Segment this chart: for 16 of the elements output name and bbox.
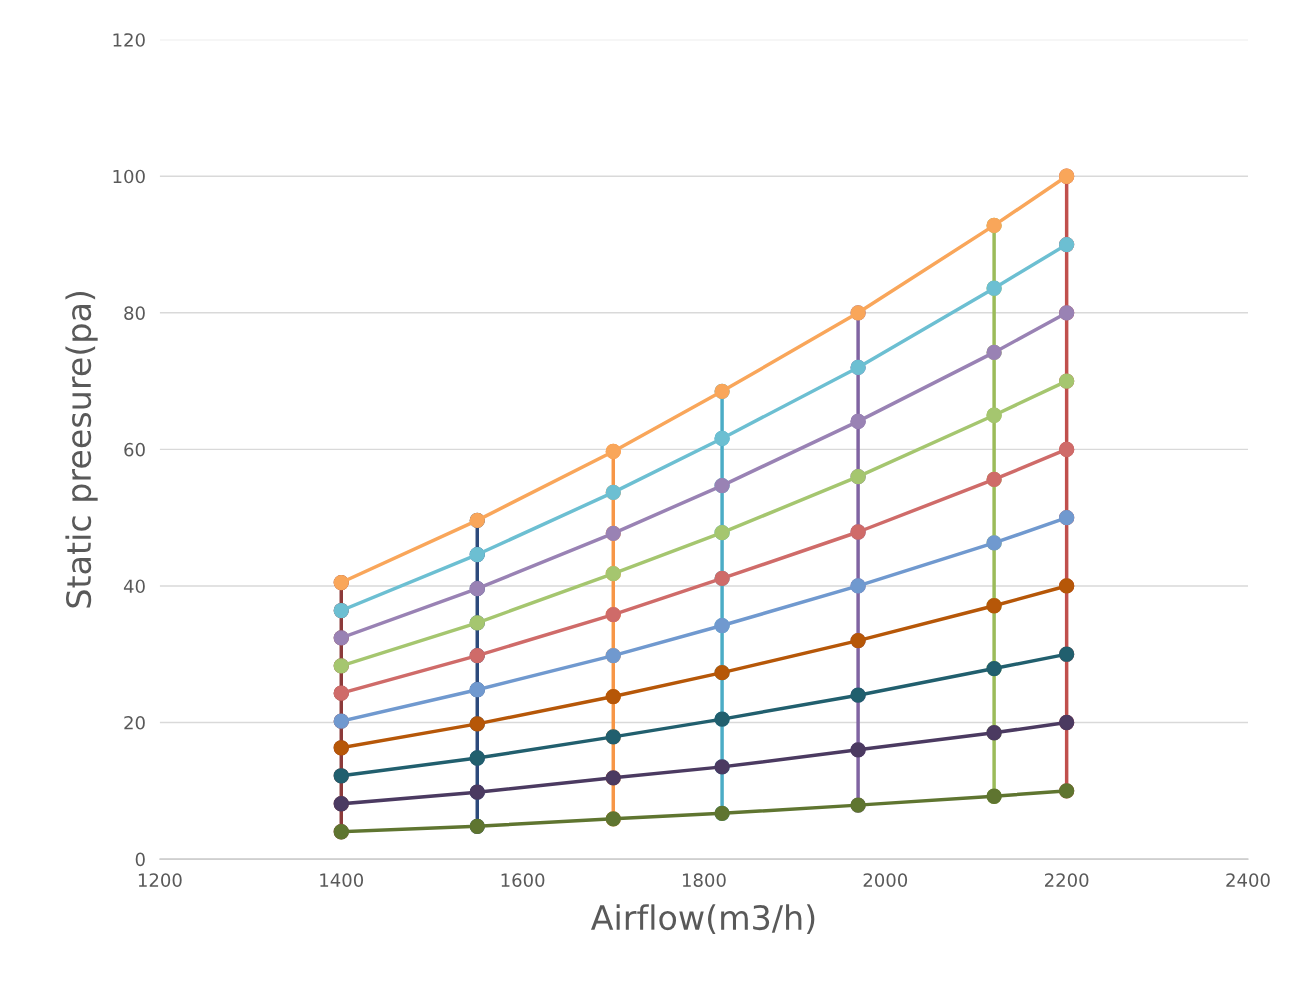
x-tick-label: 1200 [138, 873, 182, 887]
y-tick-label: 100 [113, 169, 145, 184]
y-axis-title: Static preesure(pa) [65, 291, 98, 608]
x-tick-label: 1600 [501, 873, 545, 887]
y-tick-label: 80 [124, 306, 145, 320]
y-tick-label: 0 [135, 852, 145, 867]
x-tick-label: 2200 [1045, 873, 1089, 887]
x-tick-label: 2400 [1226, 873, 1270, 887]
x-tick-label: 1400 [320, 873, 364, 887]
y-tick-label: 60 [124, 442, 145, 457]
x-tick-label: 1800 [682, 873, 726, 887]
y-tick-label: 40 [123, 579, 145, 594]
x-axis-title: Airflow(m3/h) [590, 904, 815, 935]
y-tick-label: 20 [124, 715, 145, 730]
x-tick-label: 2000 [863, 873, 908, 887]
y-tick-label: 120 [113, 33, 145, 47]
